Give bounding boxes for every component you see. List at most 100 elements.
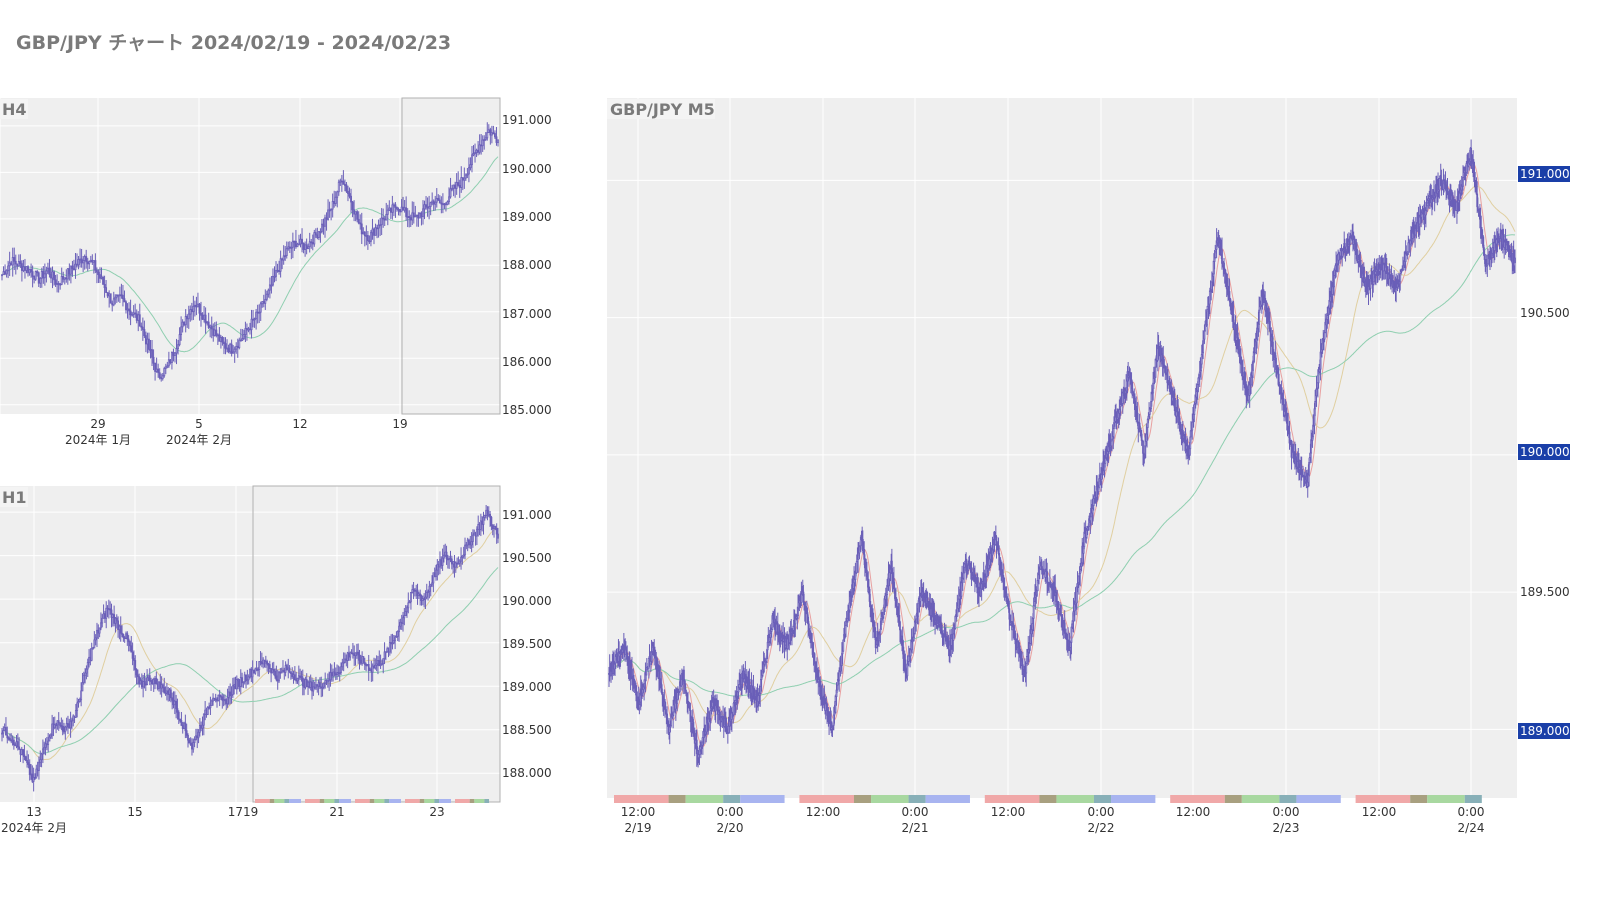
h1-candle-body xyxy=(140,680,143,688)
h1-candle-body xyxy=(59,722,61,726)
h1-candle-body xyxy=(321,686,324,689)
h1-candle-body xyxy=(312,686,315,692)
h1-candle-body xyxy=(391,642,394,645)
h4-candle-body xyxy=(291,240,294,248)
h4-candle-body xyxy=(128,308,130,312)
h1-candle-body xyxy=(464,544,466,556)
h1-candle-body xyxy=(474,532,477,537)
h4-candle-body xyxy=(449,188,452,198)
h1-candle-body xyxy=(162,684,164,688)
h1-candle-body xyxy=(333,671,336,675)
h1-candle-body xyxy=(163,687,166,694)
h1-candle-body xyxy=(234,684,237,690)
h1-candle-body xyxy=(296,677,299,682)
h4-candle-body xyxy=(308,241,311,248)
m5-ytick-badge-0 xyxy=(1518,166,1570,182)
h4-candle-body xyxy=(65,277,68,280)
h1-candle-body xyxy=(193,739,196,743)
h4-candle-body xyxy=(8,262,11,267)
h4-candle-body xyxy=(284,255,287,257)
h4-candle-body xyxy=(45,270,48,275)
h1-candle-body xyxy=(274,670,276,677)
h4-candle-body xyxy=(294,240,297,248)
h1-candle-body xyxy=(238,679,241,687)
h1-candle-body xyxy=(475,528,478,537)
h4-candle-body xyxy=(172,352,175,356)
m5-xtick-9: 0:00 xyxy=(1458,805,1485,819)
h1-candle-body xyxy=(381,663,383,666)
h1-candle-body xyxy=(268,664,271,669)
h1-candle-body xyxy=(437,563,440,568)
h4-xtick-2: 12 xyxy=(292,417,307,431)
h4-candle-body xyxy=(11,257,14,266)
h4-candle-body xyxy=(422,208,424,217)
h1-candle-body xyxy=(319,682,321,688)
h4-candle-body xyxy=(59,283,62,286)
h1-candle-body xyxy=(322,682,325,688)
m5-ytick-3: 189.500 xyxy=(1520,585,1570,599)
h4-candle-body xyxy=(331,201,334,210)
h1-xtick-0-sub: 2024年 2月 xyxy=(1,821,67,835)
h4-candle-body xyxy=(256,311,259,314)
h4-candle-body xyxy=(353,209,356,215)
h1-candle-body xyxy=(114,617,117,624)
m5-x-axis: 12:00 2/19 0:00 2/20 12:00 0:00 2/21 12:… xyxy=(621,805,1485,835)
h1-candle-body xyxy=(28,764,31,775)
h1-candle-body xyxy=(221,696,224,701)
h1-candle-body xyxy=(24,756,27,761)
h4-candle-body xyxy=(345,184,348,192)
h1-candle-body xyxy=(173,700,176,706)
h1-candle-body xyxy=(97,629,100,634)
m5-candle-body xyxy=(631,668,633,678)
h1-candle-body xyxy=(449,558,452,561)
h1-candle-body xyxy=(320,686,323,689)
h4-candle-body xyxy=(187,313,190,320)
h4-candle-body xyxy=(51,271,54,279)
h4-candle-body xyxy=(474,152,476,154)
m5-candle-body xyxy=(1190,430,1192,438)
h1-candle-body xyxy=(257,669,259,671)
h1-candle-body xyxy=(387,648,390,653)
m5-chart: GBP/JPY M5 191.000 190.500 190.000 189.5… xyxy=(607,98,1570,835)
h4-candle-body xyxy=(262,301,265,304)
h1-candle-body xyxy=(398,625,400,633)
h1-candle-body xyxy=(460,556,462,562)
h4-candle-body xyxy=(299,238,302,245)
h4-xtick-1-sub: 2024年 2月 xyxy=(166,433,232,447)
h4-candle-body xyxy=(313,232,316,245)
h1-candle-body xyxy=(16,741,19,748)
h1-candle-body xyxy=(355,651,358,654)
h1-candle-body xyxy=(466,539,469,546)
h4-candle-body xyxy=(19,261,22,265)
h4-candle-body xyxy=(198,303,201,314)
h1-candle-body xyxy=(160,684,163,689)
h1-candle-body xyxy=(169,689,172,699)
h1-session-seg-3 xyxy=(384,799,390,803)
h4-candle-body xyxy=(186,316,189,320)
h1-ytick-4: 189.000 xyxy=(502,680,552,694)
h4-candle-body xyxy=(62,275,65,280)
h4-candle-body xyxy=(135,313,138,321)
h4-candle-body xyxy=(193,304,196,307)
h4-candle-body xyxy=(235,345,238,350)
h1-candle-body xyxy=(457,562,460,565)
h4-candle-body xyxy=(53,271,55,281)
h1-candle-body xyxy=(332,671,335,677)
h1-candle-body xyxy=(5,727,7,736)
h4-candle-body xyxy=(177,344,179,350)
h4-candle-body xyxy=(10,262,13,266)
h1-candle-body xyxy=(491,525,494,530)
h1-candle-body xyxy=(309,681,312,688)
h4-candle-body xyxy=(229,343,232,353)
h1-candle-body xyxy=(483,515,486,518)
h1-candle-body xyxy=(152,679,155,685)
m5-candle-body xyxy=(855,560,858,574)
h4-candle-body xyxy=(374,227,377,236)
h4-candle-body xyxy=(106,292,109,297)
h1-xtick-2: 1719 xyxy=(228,805,259,819)
m5-session-seg-1 xyxy=(1410,795,1428,803)
h4-candle-body xyxy=(445,203,447,206)
m5-xtick-0: 12:00 xyxy=(621,805,656,819)
h4-candle-body xyxy=(293,240,296,243)
